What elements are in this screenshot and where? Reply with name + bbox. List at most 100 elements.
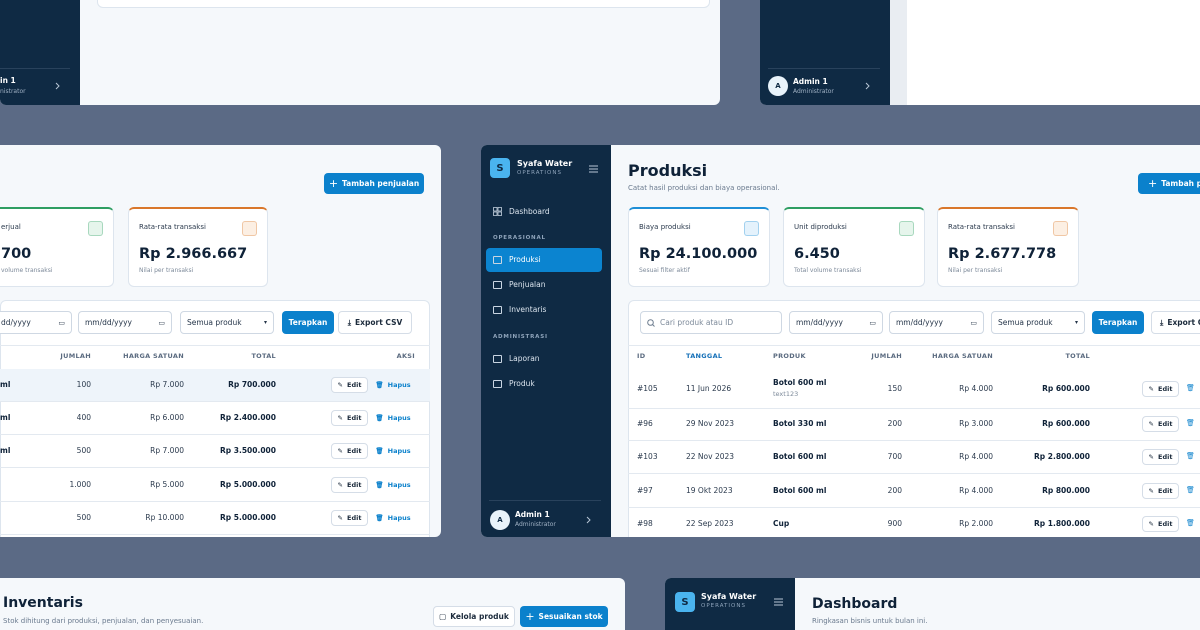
delete-icon[interactable]: 🗑 [1186,486,1195,494]
row-divider [0,500,430,502]
nav-item[interactable]: Produksi [509,255,541,264]
apply-button[interactable]: Terapkan [282,311,334,334]
cell-id: #96 [637,419,653,428]
edit-button[interactable]: ✎ Edit [1142,449,1179,465]
stat-card: erjual 700 volume transaksi [0,207,114,287]
cell-product: Cup [773,519,790,528]
date-to-input[interactable]: mm/dd/yyyy ▭ [78,311,172,334]
edit-button[interactable]: ✎ Edit [331,377,368,393]
edit-button[interactable]: ✎ Edit [331,443,368,460]
chevron-icon[interactable] [585,516,593,524]
delete-icon[interactable]: 🗑 [1186,519,1195,527]
edit-button[interactable]: ✎ Edit [331,410,368,427]
delete-icon: 🗑 [375,414,384,423]
delete-button[interactable]: 🗑 Hapus [374,410,412,426]
delete-icon[interactable]: 🗑 [1186,384,1195,392]
stat-value: 6.450 [794,246,840,262]
column-header[interactable]: JUMLAH [871,352,902,360]
row-divider [628,440,1200,441]
cell-total: Rp 700.000 [228,380,276,389]
adjust-stock-button[interactable]: + Sesuaikan stok [520,606,608,627]
divider [489,500,601,501]
menu-icon[interactable] [774,598,784,606]
sidebar: A Admin 1 Administrator [760,0,890,105]
delete-icon[interactable]: 🗑 [1186,452,1195,460]
button-label: Hapus [387,381,411,389]
export-button[interactable]: ⤓ Export CSV [338,311,412,334]
edit-icon: ✎ [337,480,343,489]
edit-button[interactable]: ✎ Edit [331,509,368,526]
cell-date: 22 Nov 2023 [686,452,735,461]
cell-price: Rp 7.000 [150,446,184,456]
row-divider [0,401,430,402]
divider [0,345,430,346]
edit-button[interactable]: ✎ Edit [1142,516,1179,532]
manage-product-button[interactable]: ▢ Kelola produk [433,606,515,627]
nav-item[interactable]: Dashboard [509,207,550,216]
edit-button[interactable]: ✎ Edit [1142,483,1179,499]
divider [628,345,1200,346]
cell-price: Rp 4.000 [959,452,993,461]
export-button[interactable]: ⤓ Export C [1151,311,1200,334]
add-sale-button[interactable]: + Tambah penjualan [324,173,424,194]
nav-item[interactable]: Penjualan [509,280,546,289]
content-area [907,0,1200,105]
button-label: Edit [1158,453,1173,461]
product-select[interactable]: Semua produk ▾ [180,311,274,334]
stat-note: Sesuai filter aktif [639,267,690,274]
delete-button[interactable]: 🗑 Hapus [374,443,412,459]
column-header[interactable]: HARGA SATUAN [932,352,993,360]
button-label: Hapus [387,447,411,456]
column-header[interactable]: ID [637,352,646,360]
delete-button[interactable]: 🗑 Hapus [374,510,412,526]
button-label: Edit [347,447,362,456]
date-from-input[interactable]: dd/yyyy ▭ [0,311,72,334]
edit-icon: ✎ [337,381,343,389]
edit-button[interactable]: ✎ Edit [331,476,368,493]
cell-price: Rp 5.000 [150,479,184,489]
table-card [628,300,1200,537]
row-divider [628,408,1200,409]
nav-icon [493,256,502,264]
cell-date: 11 Jun 2026 [686,384,732,393]
button-label: Edit [1158,420,1173,428]
date-from-input[interactable]: mm/dd/yyyy ▭ [789,311,883,334]
user-name: in 1 [0,76,16,85]
edit-button[interactable]: ✎ Edit [1142,416,1179,432]
button-label: Edit [1158,487,1173,495]
cell-qty: 900 [887,519,902,528]
nav-item[interactable]: Produk [509,379,535,388]
add-production-button[interactable]: + Tambah p [1138,173,1200,194]
cell-note: text123 [773,390,799,398]
page-title: Dashboard [812,596,898,612]
panel-inventory: Inventaris Stok dihitung dari produksi, … [0,578,625,630]
delete-button[interactable]: 🗑 Hapus [374,377,412,393]
nav-item[interactable]: Inventaris [509,305,547,314]
card-icon [88,221,103,236]
brand-sub: OPERATIONS [701,603,746,609]
button-label: Edit [1158,520,1173,528]
apply-button[interactable]: Terapkan [1092,311,1144,334]
delete-icon[interactable]: 🗑 [1186,419,1195,427]
stat-label: erjual [1,223,21,231]
menu-icon[interactable] [589,165,599,173]
cell-product: Botol 600 ml [773,378,827,387]
nav-item[interactable]: Laporan [509,354,540,363]
date-to-input[interactable]: mm/dd/yyyy ▭ [889,311,984,334]
column-header[interactable]: TOTAL [1065,352,1090,360]
column-header[interactable]: TANGGAL [686,352,723,360]
nav-section-title: OPERASIONAL [493,235,546,241]
edit-button[interactable]: ✎ Edit [1142,381,1179,397]
panel-production: S Syafa Water OPERATIONS Dashboard A Adm… [481,145,1200,537]
product-select[interactable]: Semua produk ▾ [991,311,1085,334]
chevron-icon[interactable] [864,82,872,90]
column-header[interactable]: PRODUK [773,352,806,360]
button-label: Tambah penjualan [342,179,420,188]
page-title: Produksi [628,161,708,180]
edit-icon: ✎ [1148,487,1154,495]
search-input[interactable]: Cari produk atau ID [640,311,782,334]
avatar: A [768,76,788,96]
nav-section-title: ADMINISTRASI [493,334,548,340]
delete-button[interactable]: 🗑 Hapus [374,477,412,493]
card-icon [899,221,914,236]
